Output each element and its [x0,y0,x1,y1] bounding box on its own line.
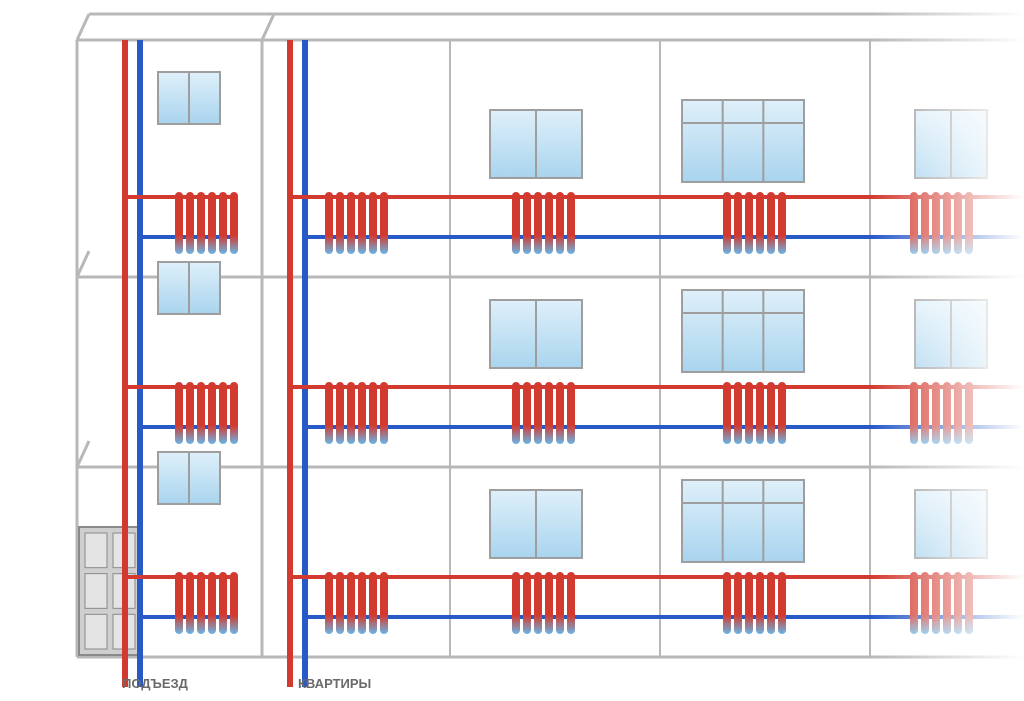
window [158,262,220,314]
window [158,72,220,124]
heating-diagram: ПОДЪЕЗД КВАРТИРЫ [0,0,1024,701]
labels: ПОДЪЕЗД КВАРТИРЫ [122,676,371,691]
window [682,100,804,182]
fade-overlay [870,0,1024,701]
label-entrance: ПОДЪЕЗД [122,676,189,691]
window [158,452,220,504]
window [490,110,582,178]
window [490,300,582,368]
window [682,290,804,372]
window [490,490,582,558]
label-apartments: КВАРТИРЫ [298,676,371,691]
entrance-door [79,527,141,655]
window [682,480,804,562]
